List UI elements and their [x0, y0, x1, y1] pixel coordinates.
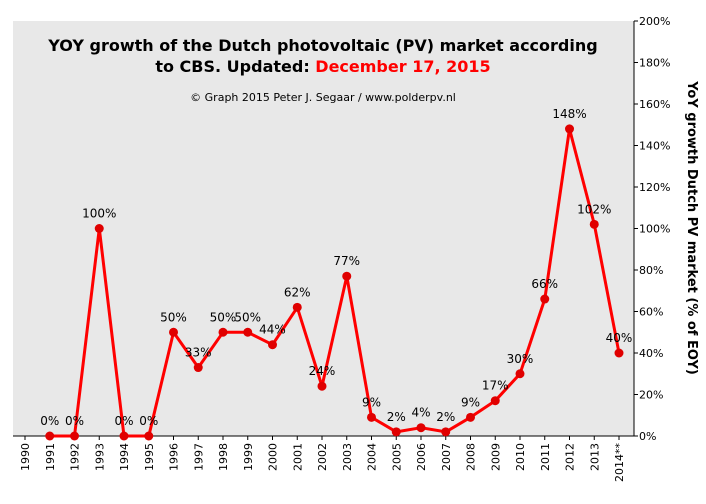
data-label: 33%: [185, 346, 212, 360]
chart-title-date: December 17, 2015: [315, 57, 490, 76]
y-tick-label: 100%: [639, 223, 670, 236]
x-tick-label: 2003: [341, 443, 354, 471]
data-point: [317, 381, 327, 391]
data-label: 9%: [461, 395, 480, 409]
data-label: 2%: [436, 410, 455, 424]
y-tick-label: 60%: [639, 306, 663, 319]
data-label: 50%: [210, 310, 237, 324]
data-point: [144, 431, 154, 441]
y-tick-label: 140%: [639, 140, 670, 153]
chart-title-prefix: to CBS. Updated:: [155, 57, 315, 76]
data-point: [367, 412, 376, 422]
x-tick-label: 2011: [539, 443, 552, 471]
x-tick-label: 1999: [242, 443, 255, 471]
data-label: 0%: [65, 414, 84, 428]
data-label: 2%: [387, 410, 406, 424]
data-label: 24%: [309, 364, 336, 378]
data-label: 66%: [531, 277, 558, 291]
chart-title-line1: YOY growth of the Dutch photovoltaic (PV…: [47, 36, 597, 55]
x-tick-label: 2009: [489, 443, 502, 471]
y-tick-label: 160%: [639, 98, 670, 111]
data-label: 148%: [552, 107, 586, 121]
data-point: [342, 271, 352, 281]
x-tick-label: 2010: [514, 443, 527, 471]
x-tick-label: 1998: [217, 443, 230, 471]
x-tick-label: 1991: [44, 443, 57, 471]
x-tick-label: 2012: [564, 443, 577, 471]
chart-credit: © Graph 2015 Peter J. Segaar / www.polde…: [190, 91, 456, 104]
data-point: [243, 327, 253, 337]
chart-title-line2: to CBS. Updated: December 17, 2015: [155, 57, 490, 76]
data-point: [70, 431, 79, 441]
y-tick-label: 180%: [639, 57, 670, 70]
data-point: [119, 431, 129, 441]
y-tick-label: 200%: [639, 15, 670, 28]
x-tick-label: 2007: [440, 443, 453, 471]
x-tick-label: 2002: [316, 443, 329, 471]
data-label: 100%: [82, 207, 116, 221]
x-tick-label: 2014**: [613, 443, 626, 482]
data-point: [391, 427, 401, 437]
data-label: 30%: [507, 352, 534, 366]
x-tick-label: 2000: [267, 443, 280, 471]
data-point: [441, 427, 451, 437]
data-point: [193, 363, 203, 373]
x-tick-label: 1995: [143, 443, 156, 471]
x-tick-label: 1996: [168, 443, 181, 471]
x-tick-label: 1993: [93, 443, 106, 471]
data-point: [218, 327, 228, 337]
x-tick-label: 2004: [366, 443, 379, 471]
data-point: [416, 423, 426, 433]
data-label: 102%: [577, 202, 611, 216]
x-tick-label: 2013: [588, 443, 601, 471]
data-label: 77%: [333, 254, 360, 268]
data-point: [565, 124, 574, 134]
x-tick-label: 2001: [291, 443, 304, 471]
chart-title: YOY growth of the Dutch photovoltaic (PV…: [47, 36, 597, 76]
series-group: [45, 124, 624, 441]
data-point: [466, 412, 475, 422]
data-label: 9%: [362, 395, 381, 409]
y-tick-label: 20%: [639, 389, 663, 402]
y-tick-label: 80%: [639, 264, 663, 277]
y-tick-label: 0%: [639, 430, 656, 443]
data-point: [540, 294, 550, 304]
data-point: [614, 348, 624, 358]
data-label: 50%: [160, 310, 187, 324]
data-label: 62%: [284, 285, 311, 299]
x-tick-label: 1990: [19, 443, 32, 471]
data-label: 17%: [482, 379, 509, 393]
data-point: [589, 219, 599, 229]
data-point: [45, 431, 55, 441]
y-tick-label: 40%: [639, 347, 663, 360]
x-tick-label: 1997: [192, 443, 205, 471]
x-tick-label: 2008: [465, 443, 478, 471]
x-tick-label: 1994: [118, 443, 131, 471]
y-axis-label: YoY growth Dutch PV market (% of EOY): [684, 80, 699, 375]
data-point: [515, 369, 525, 379]
x-tick-label: 2006: [415, 443, 428, 471]
x-tick-label: 1992: [69, 443, 82, 471]
y-tick-label: 120%: [639, 181, 670, 194]
data-point: [268, 340, 277, 350]
data-labels: 0% 0%100%0% 0%50%33%50%50%44%62%24%77%9%2%…: [40, 107, 632, 428]
data-label: 50%: [234, 310, 261, 324]
x-axis-ticks: 1990 1991 1992 1993 1994 1995 1996 1997 1998 1999…: [13, 435, 634, 482]
data-label: 0%: [139, 414, 158, 428]
data-label: 40%: [606, 331, 633, 345]
data-label: 44%: [259, 323, 286, 337]
y-axis-ticks: 0% 20% 40% 60% 80% 100% 120% 140% 160% 180% 200%: [633, 15, 670, 443]
x-tick-label: 2005: [390, 443, 403, 471]
data-label: 4%: [411, 406, 430, 420]
data-point: [169, 327, 178, 337]
data-label: 0%: [114, 414, 133, 428]
data-point: [292, 302, 302, 312]
data-label: 0%: [40, 414, 59, 428]
data-point: [94, 224, 104, 233]
data-point: [490, 396, 500, 406]
